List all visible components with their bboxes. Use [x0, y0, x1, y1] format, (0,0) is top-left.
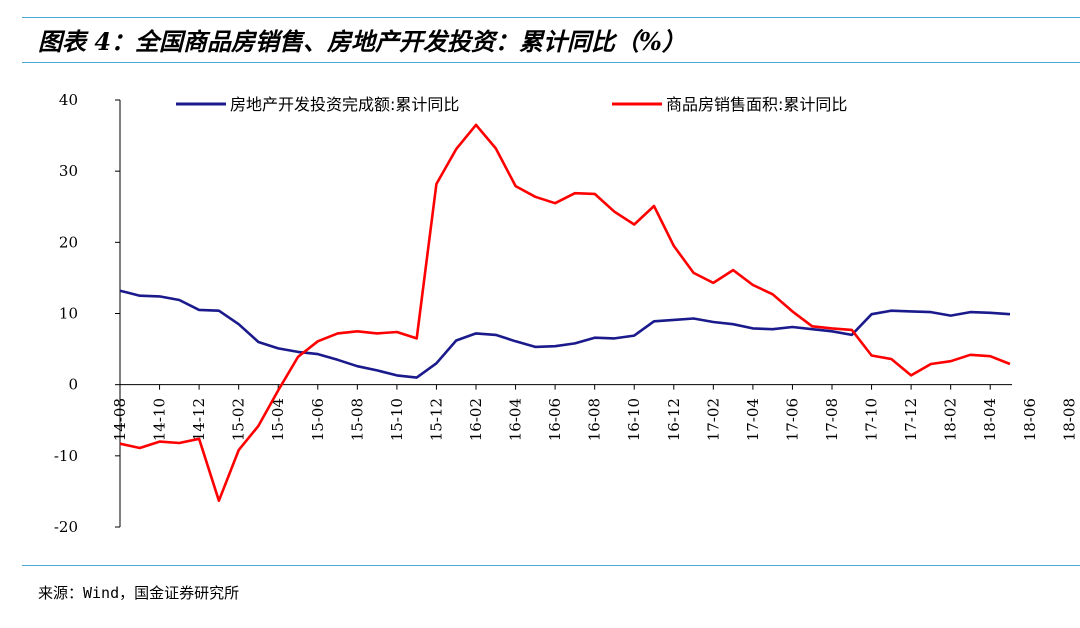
top-rule: [22, 17, 1080, 18]
chart-title: 图表 4：全国商品房销售、房地产开发投资：累计同比（%）: [38, 27, 686, 56]
x-tick-label: 16-02: [467, 398, 485, 441]
title-rule: [22, 62, 1080, 63]
y-tick-label: -10: [54, 447, 78, 465]
x-axis-ticks: 14-08 14-10 14-12 15-02 15-04 15-06 15-08 15-10…: [111, 384, 1078, 441]
series-line-0: [119, 289, 1011, 379]
x-tick-label: 14-12: [190, 398, 208, 441]
x-tick-label: 18-02: [942, 398, 960, 441]
x-tick-label: 17-02: [704, 398, 722, 441]
y-axis-ticks: -20 -10 0 10 20 30 40: [54, 91, 120, 536]
x-tick-label: 18-06: [1021, 398, 1039, 441]
y-tick-label: 10: [59, 305, 78, 323]
y-tick-label: -20: [54, 518, 78, 536]
x-tick-label: 16-08: [586, 398, 604, 441]
x-tick-label: 15-10: [388, 398, 406, 441]
x-tick-label: 16-12: [665, 398, 683, 441]
x-tick-label: 15-02: [230, 398, 248, 441]
x-tick-label: 15-06: [309, 398, 327, 441]
source-note: 来源：Wind，国金证券研究所: [38, 584, 240, 602]
x-tick-label: 15-08: [348, 398, 366, 441]
x-tick-label: 15-12: [427, 398, 445, 441]
x-tick-label: 17-04: [744, 398, 762, 441]
legend-label-0: 房地产开发投资完成额:累计同比: [230, 95, 459, 114]
x-tick-label: 18-08: [1060, 398, 1078, 441]
x-tick-label: 18-04: [981, 398, 999, 441]
y-tick-label: 30: [59, 162, 78, 180]
x-tick-label: 14-08: [111, 398, 129, 441]
y-tick-label: 0: [68, 376, 78, 394]
line-chart: -20 -10 0 10 20 30 40 14-08 14-10 14-12 15-02 15-0…: [54, 91, 1078, 536]
x-tick-label: 17-06: [783, 398, 801, 441]
x-tick-label: 16-04: [507, 398, 525, 441]
x-tick-label: 15-04: [269, 398, 287, 441]
y-tick-label: 40: [59, 91, 78, 109]
series-layer: [119, 123, 1011, 503]
x-tick-label: 17-08: [823, 398, 841, 441]
x-tick-label: 17-12: [902, 398, 920, 441]
source-rule: [22, 565, 1080, 566]
chart-legend: 房地产开发投资完成额:累计同比 商品房销售面积:累计同比: [176, 95, 847, 114]
x-tick-label: 17-10: [863, 398, 881, 441]
x-tick-label: 14-10: [151, 398, 169, 441]
series-line-1: [119, 123, 1011, 503]
x-tick-label: 16-10: [625, 398, 643, 441]
y-tick-label: 20: [59, 233, 78, 251]
x-tick-label: 16-06: [546, 398, 564, 441]
legend-label-1: 商品房销售面积:累计同比: [666, 95, 847, 114]
